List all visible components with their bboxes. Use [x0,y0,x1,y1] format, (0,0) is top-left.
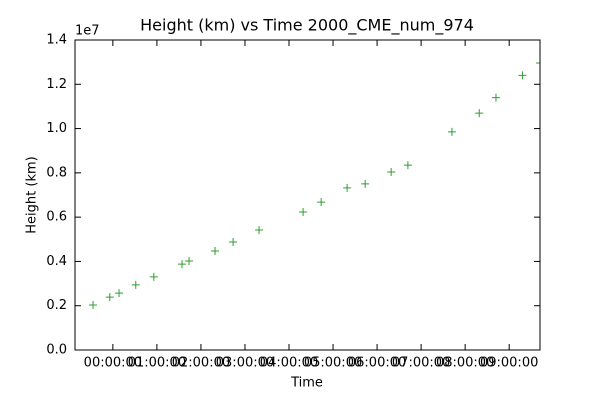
y-tick-label: 1.4 [46,33,67,48]
y-tick-label: 0.8 [46,165,67,180]
y-tick-label: 1.2 [46,77,67,92]
plot-frame [74,39,541,351]
data-point [361,179,370,188]
data-point [387,167,396,176]
data-point [131,280,140,289]
data-point [211,247,220,256]
data-point [185,256,194,265]
data-point [518,71,527,80]
data-point [115,289,124,298]
data-point [149,272,158,281]
x-tick-label: 04:00:00 [260,356,318,371]
y-axis-label: Height (km) [25,156,40,233]
data-point [317,198,326,207]
x-tick-label: 08:00:00 [436,356,494,371]
x-tick-label: 05:00:00 [304,356,362,371]
x-tick-label: 07:00:00 [392,356,450,371]
y-offset-text: 1e7 [75,24,100,39]
data-point [89,301,98,310]
data-point [403,161,412,170]
y-tick-label: 0.2 [46,298,67,313]
y-tick-label: 0.0 [46,343,67,358]
plot-area [89,59,540,310]
chart-title: Height (km) vs Time 2000_CME_num_974 [140,16,474,36]
y-tick-label: 1.0 [46,121,67,136]
data-point [447,127,456,136]
x-tick-label: 03:00:00 [216,356,274,371]
y-tick-label: 0.6 [46,210,67,225]
x-axis-label: Time [290,376,323,391]
data-point [299,208,308,217]
data-point [178,260,187,269]
x-tick-label: 06:00:00 [348,356,406,371]
x-tick-label: 02:00:00 [172,356,230,371]
data-point [343,183,352,192]
data-point [475,109,484,118]
data-point [229,237,238,246]
x-tick-label: 09:00:00 [480,356,538,371]
x-tick-label: 00:00:00 [84,356,142,371]
data-point [491,93,500,102]
y-tick-label: 0.4 [46,254,67,269]
data-point [105,293,114,302]
data-point [536,59,540,68]
data-point [255,225,264,234]
x-tick-label: 01:00:00 [128,356,186,371]
